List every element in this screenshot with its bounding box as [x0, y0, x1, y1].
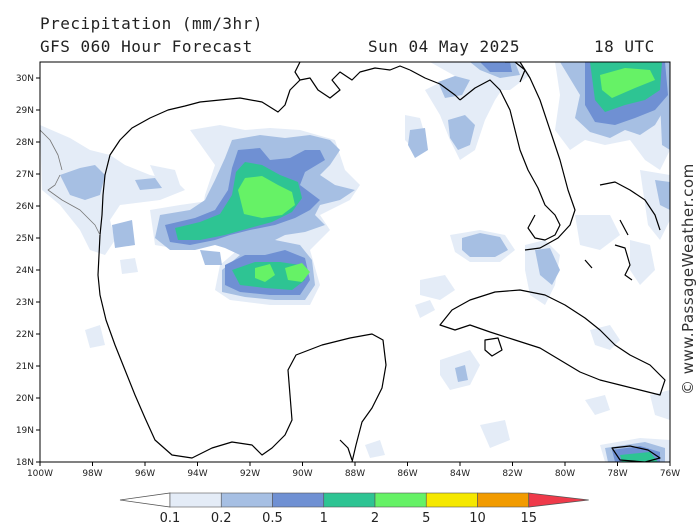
watermark-text: © www.PassageWeather.com: [679, 163, 697, 395]
lat-tick-label: 20N: [16, 394, 34, 404]
lat-tick-label: 29N: [16, 106, 34, 116]
lat-tick-label: 25N: [16, 234, 34, 244]
lon-tick-label: 82W: [502, 469, 522, 479]
legend-swatch: [425, 492, 478, 508]
lat-tick-label: 27N: [16, 170, 34, 180]
legend-label: 0.1: [160, 511, 181, 525]
lon-tick-label: 76W: [660, 469, 680, 479]
lon-tick-label: 96W: [135, 469, 155, 479]
lon-tick-label: 88W: [345, 469, 365, 479]
lat-tick-label: 23N: [16, 298, 34, 308]
legend-label: 5: [422, 511, 430, 525]
longitude-axis: 100W 98W 96W 94W 92W 90W 88W 86W 84W 82W 80W 78W 76W: [27, 462, 680, 479]
lon-tick-label: 90W: [292, 469, 312, 479]
forecast-label: GFS 060 Hour Forecast: [40, 37, 253, 56]
legend-label: 15: [520, 511, 537, 525]
legend-label: 1: [320, 511, 328, 525]
lon-tick-label: 98W: [82, 469, 102, 479]
precipitation-legend: 0.1 0.2 0.5 1 2 5 10 15: [119, 492, 589, 525]
lat-tick-label: 22N: [16, 330, 34, 340]
latitude-axis: 30N 29N 28N 27N 26N 25N 24N 23N 22N 21N 20N 19N 18N: [16, 74, 40, 468]
lat-tick-label: 19N: [16, 426, 34, 436]
legend-swatch: [528, 492, 589, 508]
legend-swatch: [272, 492, 325, 508]
legend-label: 0.5: [262, 511, 283, 525]
map-title: Precipitation (mm/3hr): [40, 14, 263, 33]
lat-tick-label: 18N: [16, 458, 34, 468]
lat-tick-label: 26N: [16, 202, 34, 212]
legend-swatch: [374, 492, 427, 508]
coastline-layer: [40, 62, 666, 462]
lon-tick-label: 94W: [187, 469, 207, 479]
forecast-time: 18 UTC: [594, 37, 655, 56]
lon-tick-label: 100W: [27, 469, 53, 479]
lat-tick-label: 28N: [16, 138, 34, 148]
precipitation-layer: [40, 62, 670, 462]
legend-swatch: [220, 492, 273, 508]
lat-tick-label: 30N: [16, 74, 34, 84]
legend-label: 0.2: [211, 511, 232, 525]
lon-tick-label: 80W: [555, 469, 575, 479]
legend-swatch: [323, 492, 376, 508]
legend-label: 10: [469, 511, 486, 525]
legend-label: 2: [371, 511, 379, 525]
lon-tick-label: 86W: [397, 469, 417, 479]
lon-tick-label: 78W: [607, 469, 627, 479]
legend-swatch: [477, 492, 530, 508]
legend-swatch: [119, 492, 171, 508]
forecast-date: Sun 04 May 2025: [368, 37, 520, 56]
lat-tick-label: 21N: [16, 362, 34, 372]
lat-tick-label: 24N: [16, 266, 34, 276]
lon-tick-label: 84W: [450, 469, 470, 479]
lon-tick-label: 92W: [240, 469, 260, 479]
legend-swatch: [169, 492, 222, 508]
